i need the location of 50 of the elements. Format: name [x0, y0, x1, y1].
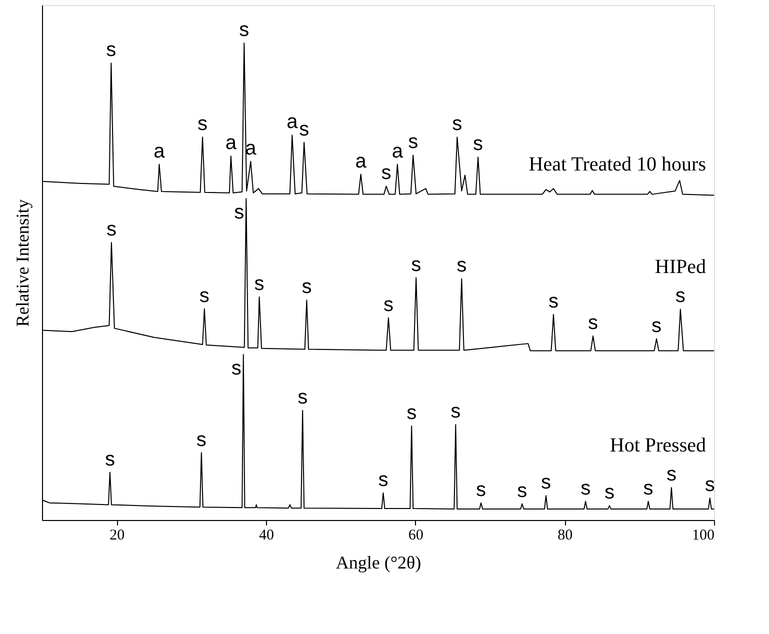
annotation: a [355, 150, 368, 172]
annotation: s [104, 448, 115, 470]
annotation: s [643, 477, 654, 500]
annotation: s [517, 480, 528, 502]
annotation: s [302, 276, 312, 298]
annotation: s [541, 472, 551, 494]
x-tick-label: 80 [558, 528, 573, 544]
annotation: s [298, 386, 308, 408]
annotation: s [406, 402, 417, 424]
annotation: s [675, 285, 686, 308]
annotation: s [476, 478, 486, 501]
x-axis-title: Angle (°2θ) [336, 552, 422, 572]
annotation: s [473, 133, 484, 156]
annotation: a [225, 132, 238, 154]
x-tick-label: 20 [110, 528, 125, 544]
annotation: s [196, 428, 206, 451]
annotation: s [548, 290, 558, 312]
text: HIPed [654, 256, 706, 278]
annotation: s [450, 400, 461, 423]
x-tick-label: 60 [408, 528, 424, 544]
annotation: s [666, 464, 676, 486]
annotation: s [580, 477, 591, 500]
annotation: s [604, 482, 614, 504]
annotation: s [199, 284, 210, 307]
x-tick-label: 40 [259, 528, 274, 544]
annotation: s [452, 113, 462, 136]
series-label: Heat Treated 10 hours [528, 153, 706, 176]
y-axis-title: Relative Intensity [12, 199, 32, 327]
annotation: s [381, 162, 392, 184]
annotation: s [299, 118, 310, 140]
annotation: s [231, 358, 242, 380]
annotation: s [198, 113, 208, 136]
x-tick-label: 100 [692, 528, 714, 544]
annotation: s [378, 468, 388, 491]
annotation: s [411, 254, 422, 276]
annotation: s [456, 254, 467, 277]
annotation: s [106, 218, 116, 240]
annotation: s [383, 294, 394, 316]
text: Hot Pressed [610, 434, 706, 457]
annotation: s [254, 272, 264, 295]
annotation: s [408, 131, 418, 154]
annotation: s [106, 39, 116, 62]
annotation: s [652, 314, 662, 337]
annotation: s [588, 312, 598, 334]
annotation: s [239, 19, 250, 42]
annotation: a [392, 140, 404, 162]
annotation: a [286, 111, 299, 134]
annotation: s [704, 474, 715, 496]
annotation: a [154, 140, 166, 162]
annotation: s [234, 202, 244, 224]
